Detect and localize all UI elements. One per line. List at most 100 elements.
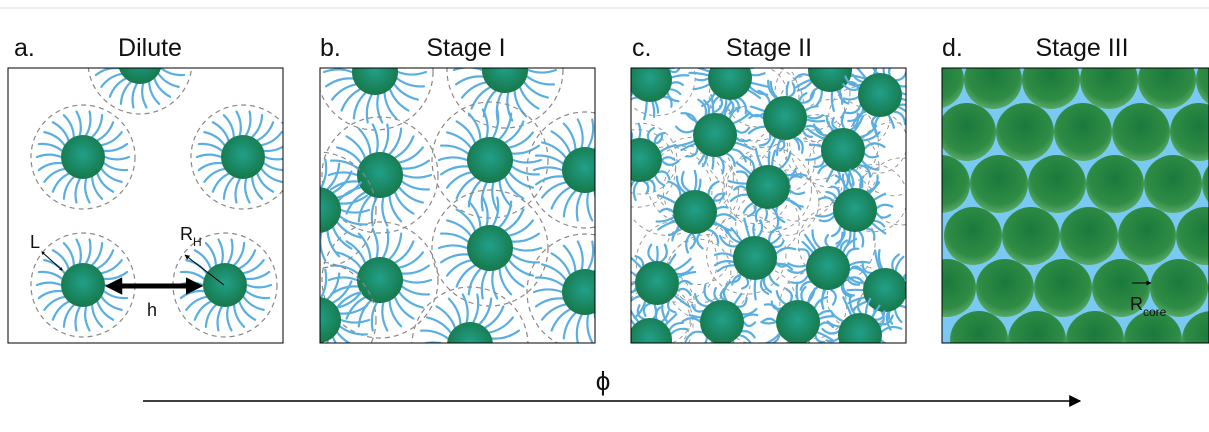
chain <box>842 83 860 91</box>
chain <box>713 260 735 267</box>
chain <box>871 354 877 364</box>
chain <box>160 68 186 77</box>
chain <box>868 355 874 371</box>
chain <box>754 206 763 223</box>
chain <box>96 249 115 270</box>
chain <box>185 295 208 311</box>
panels <box>7 22 1209 371</box>
chain <box>661 303 668 323</box>
chain <box>760 317 778 324</box>
phi-symbol: ϕ <box>596 366 611 396</box>
chain <box>670 327 689 335</box>
chain <box>631 287 637 294</box>
chain <box>850 56 861 61</box>
chain <box>812 159 825 168</box>
core <box>1008 311 1066 343</box>
chain <box>524 42 548 57</box>
chain <box>905 294 906 297</box>
chain <box>861 159 880 171</box>
panel-frame <box>941 67 1209 344</box>
chain <box>400 180 431 191</box>
chain <box>771 207 780 229</box>
chain <box>836 89 844 105</box>
corona <box>30 104 136 210</box>
corona <box>320 261 377 343</box>
chain <box>677 279 693 286</box>
chain <box>654 306 662 321</box>
chain <box>345 135 367 159</box>
chain <box>713 252 735 258</box>
chain <box>119 80 132 105</box>
corona <box>631 129 677 208</box>
chain <box>467 112 482 141</box>
chain <box>842 96 860 101</box>
chain <box>768 273 780 287</box>
core <box>61 263 105 307</box>
chain <box>643 180 650 195</box>
chain <box>768 226 782 243</box>
chain <box>345 296 367 320</box>
chain <box>660 310 670 323</box>
annotations: L RH h Rcore <box>30 224 1167 320</box>
chain <box>861 131 881 142</box>
chain <box>735 136 751 143</box>
chain <box>877 248 884 270</box>
chain <box>267 317 295 320</box>
chain <box>642 302 651 317</box>
core <box>942 68 964 109</box>
chain <box>837 342 841 343</box>
chain <box>841 173 850 191</box>
chain <box>895 70 906 82</box>
chain <box>806 127 826 140</box>
core <box>1022 68 1080 109</box>
chain <box>381 196 389 227</box>
chain <box>508 259 535 277</box>
chain <box>710 94 715 115</box>
chain <box>381 301 389 332</box>
chain <box>847 168 854 190</box>
chain <box>503 208 525 232</box>
chain <box>856 296 863 315</box>
chain <box>527 56 554 64</box>
chain <box>712 192 726 202</box>
panel-title: Stage II <box>726 34 812 62</box>
chain <box>179 289 205 300</box>
label-R: R <box>1130 294 1143 314</box>
chain <box>805 114 824 120</box>
chain <box>401 278 433 284</box>
chain <box>447 297 462 326</box>
core <box>1092 259 1150 317</box>
chain <box>633 300 647 319</box>
chain <box>723 342 726 343</box>
chain <box>263 155 283 161</box>
chain <box>898 103 906 107</box>
chain <box>326 272 341 301</box>
chain <box>454 75 485 86</box>
panel-frame <box>630 67 907 344</box>
corona <box>321 116 439 234</box>
chain <box>831 34 834 48</box>
chain <box>203 131 226 147</box>
panel-title: Dilute <box>118 34 182 62</box>
chain <box>320 158 328 189</box>
chain <box>245 290 271 300</box>
chain <box>492 196 500 227</box>
chain <box>365 93 373 124</box>
chain <box>550 308 572 332</box>
chain <box>834 38 837 49</box>
chain <box>336 331 352 343</box>
chain <box>100 131 123 147</box>
corona <box>631 68 696 117</box>
chain <box>562 311 577 340</box>
chain <box>767 79 778 100</box>
chain <box>846 288 865 292</box>
chain <box>534 154 565 165</box>
chain <box>848 260 871 267</box>
core <box>1060 207 1118 265</box>
chain <box>338 215 369 226</box>
chain <box>336 291 363 309</box>
chain <box>774 262 794 271</box>
chain <box>368 22 373 50</box>
chain <box>830 225 842 238</box>
chain <box>204 303 217 328</box>
